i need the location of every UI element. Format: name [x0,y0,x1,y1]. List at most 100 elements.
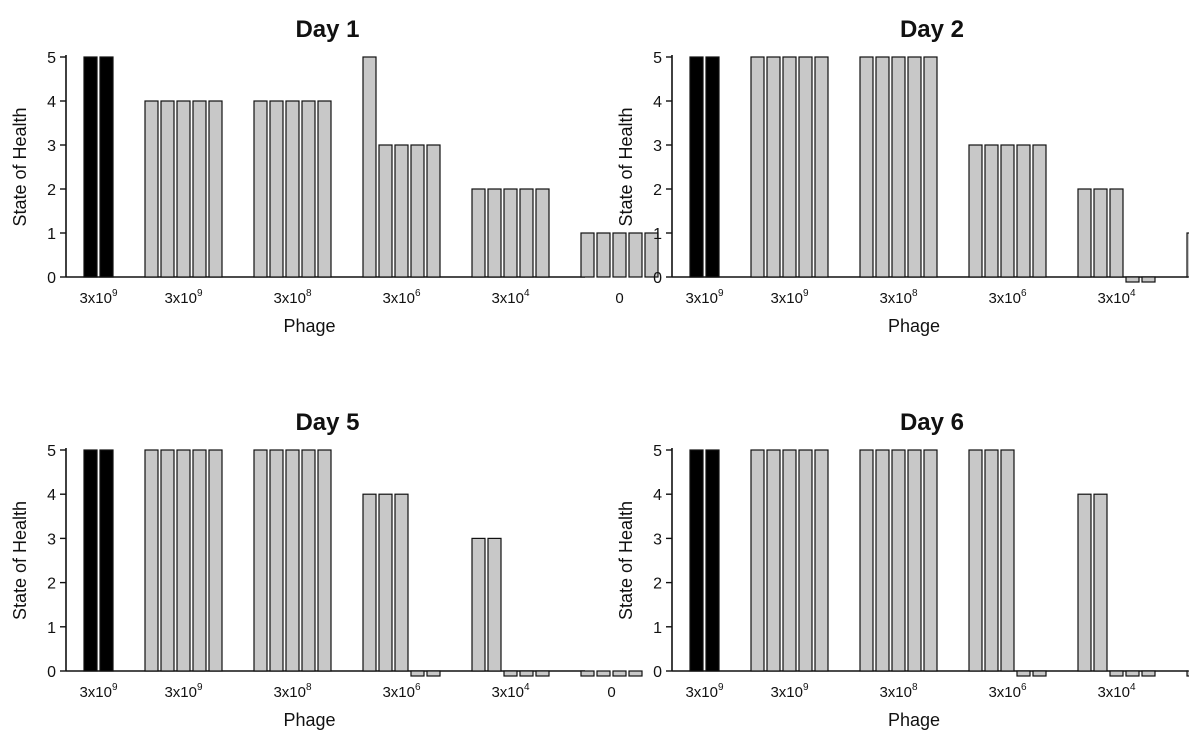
bar [628,232,643,278]
x-tick-label: 3x108 [273,288,312,307]
chart-title: Day 6 [900,409,964,436]
bar [192,449,207,672]
y-tick-label: 1 [47,620,56,637]
bar [596,670,611,677]
bar [907,56,922,278]
bar [705,449,720,672]
x-tick-label: 0 [607,684,615,701]
bar [612,232,627,278]
bar [426,144,441,278]
bar [487,188,502,278]
y-tick-label: 3 [653,138,662,155]
bar [1000,449,1015,672]
bar [875,56,890,278]
y-tick-label: 2 [47,182,56,199]
y-axis-label: State of Health [616,107,636,226]
bar [535,670,550,677]
bar [1109,670,1124,677]
y-tick-label: 4 [653,94,662,111]
bar [782,56,797,278]
bar [394,144,409,278]
bar [269,100,284,278]
x-tick-label: 3x104 [491,288,530,307]
bar [83,56,98,278]
bar [875,449,890,672]
bar [984,449,999,672]
bar [891,56,906,278]
bar [923,56,938,278]
chart-panel: Day 5 0 1 2 3 4 5 State of Health 3x109 3x109 3x10… [10,409,643,730]
bar [487,537,502,672]
x-tick-label: 3x104 [491,682,530,701]
x-tick-label: 3x106 [988,288,1027,307]
bar [689,56,704,278]
bar [984,144,999,278]
bar [269,449,284,672]
bar [471,537,486,672]
bar [394,493,409,672]
chart-title: Day 1 [295,16,359,43]
bar [705,56,720,278]
x-tick-label: 3x106 [988,682,1027,701]
bar [580,670,595,677]
bar [503,188,518,278]
x-tick-label: 3x108 [879,288,918,307]
y-tick-label: 5 [653,443,662,460]
bar [1141,670,1156,677]
bar [798,449,813,672]
bar [192,100,207,278]
bar [301,100,316,278]
x-tick-label: 3x106 [382,288,421,307]
bar [1016,144,1031,278]
x-tick-label: 3x109 [685,288,724,307]
bar [923,449,938,672]
bar [859,56,874,278]
x-axis-label: Phage [888,710,940,730]
y-tick-label: 0 [47,664,56,681]
bar [410,670,425,677]
chart-panel: Day 6 0 1 2 3 4 5 State of Health 3x109 3x109 3x10… [616,409,1189,730]
bar [1093,493,1108,672]
bar [859,449,874,672]
y-tick-label: 4 [47,487,56,504]
x-tick-label: 3x108 [273,682,312,701]
bar [1032,144,1047,278]
bar [968,144,983,278]
bar [782,449,797,672]
bar [410,144,425,278]
bar [1077,493,1092,672]
bar [317,449,332,672]
x-tick-label: 3x104 [1097,288,1136,307]
y-axis-label: State of Health [616,501,636,620]
y-tick-label: 5 [47,443,56,460]
bar [968,449,983,672]
bar [1000,144,1015,278]
x-tick-label: 3x109 [685,682,724,701]
chart-panel: Day 2 0 1 2 3 4 5 State of Health 3x109 3x109 3x10… [616,16,1189,336]
bar [176,449,191,672]
x-axis-label: Phage [283,316,335,336]
x-tick-label: 3x108 [879,682,918,701]
x-tick-label: 3x109 [79,288,118,307]
bar [285,100,300,278]
bar [208,449,223,672]
y-tick-label: 5 [47,50,56,67]
bar [362,493,377,672]
bar [83,449,98,672]
y-tick-label: 3 [47,138,56,155]
bar [628,670,643,677]
bar [1186,232,1189,278]
bar [1109,188,1124,278]
chart-panel: Day 1 0 1 2 3 4 5 State of Health 3x109 3x109 3x10… [10,16,659,336]
y-tick-label: 3 [47,531,56,548]
bar [750,56,765,278]
y-tick-label: 1 [653,620,662,637]
bar [99,56,114,278]
bar [891,449,906,672]
y-tick-label: 4 [653,487,662,504]
bar [1186,670,1189,677]
bar [208,100,223,278]
y-tick-label: 2 [653,576,662,593]
y-tick-label: 2 [653,182,662,199]
y-tick-label: 3 [653,531,662,548]
